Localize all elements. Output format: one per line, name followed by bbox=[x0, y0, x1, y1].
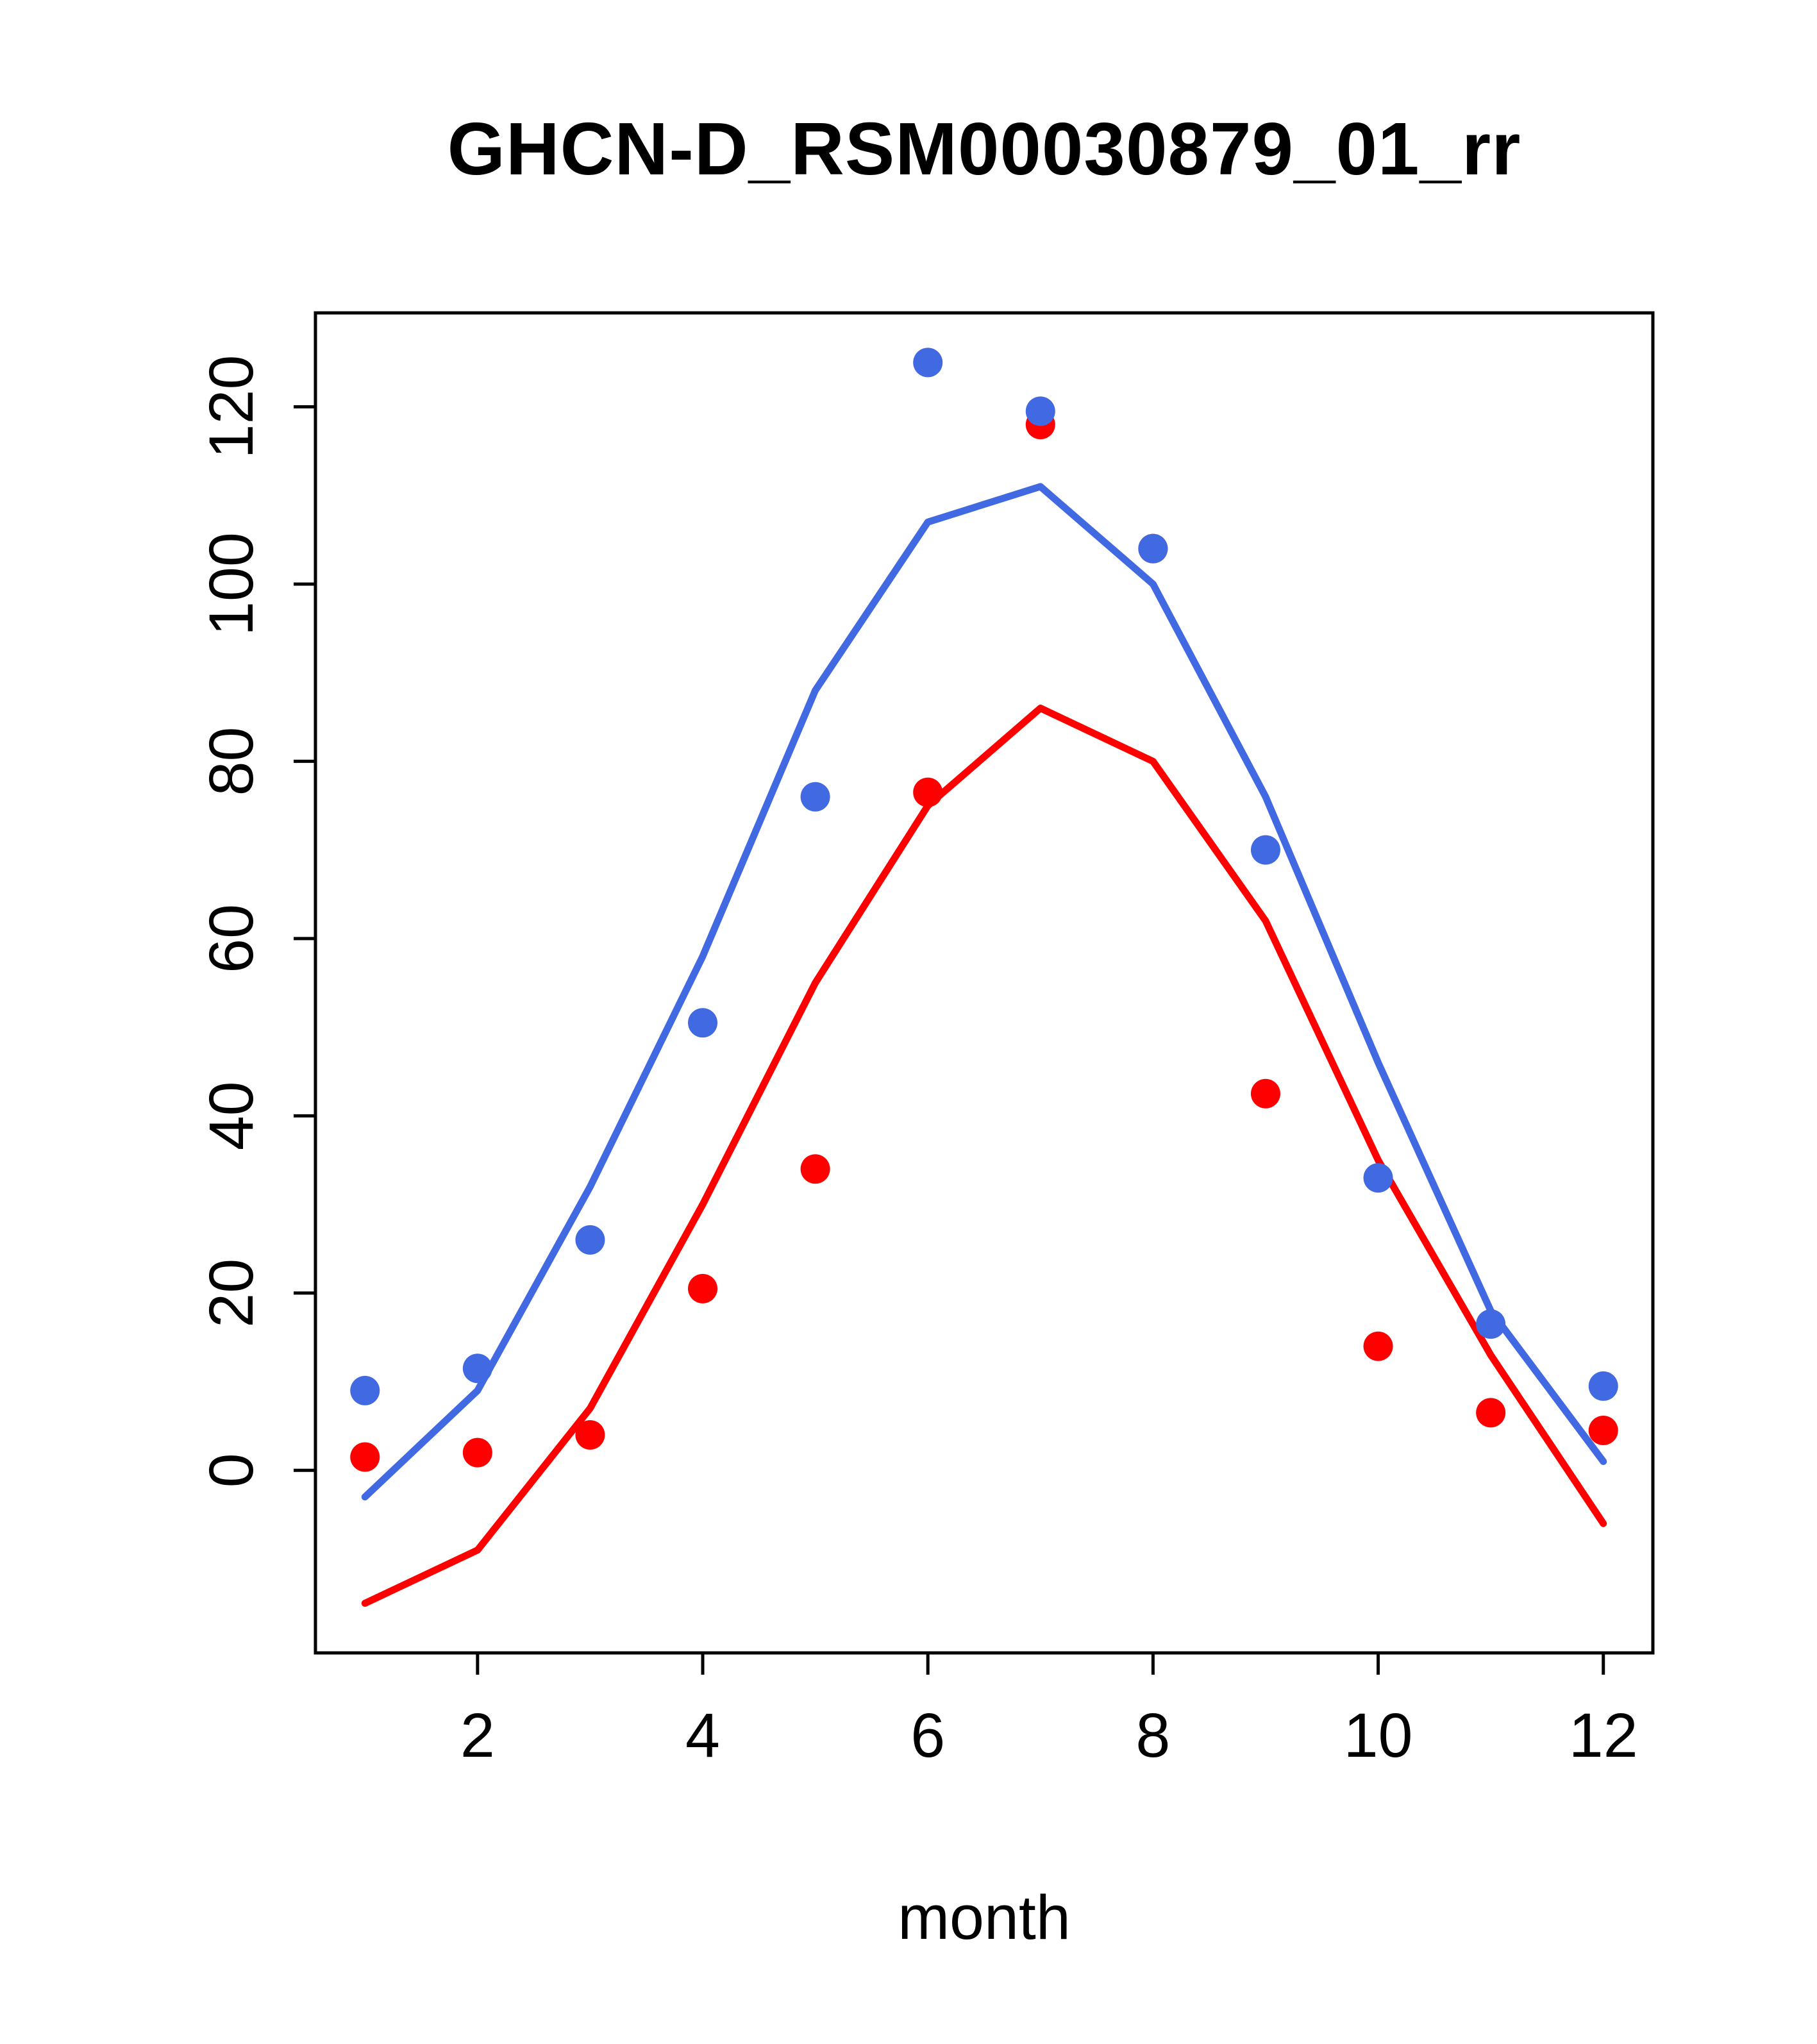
red-points-point bbox=[575, 1420, 605, 1450]
blue-points-point bbox=[913, 348, 943, 378]
blue-points-point bbox=[462, 1353, 492, 1384]
blue-points-point bbox=[688, 1008, 718, 1038]
blue-points-point bbox=[350, 1375, 380, 1405]
red-points-point bbox=[688, 1273, 718, 1303]
x-tick-label: 6 bbox=[910, 1700, 945, 1770]
blue-points-point bbox=[800, 782, 830, 812]
y-tick-label: 40 bbox=[196, 1081, 266, 1150]
y-tick-label: 120 bbox=[196, 355, 266, 459]
blue-points-point bbox=[1363, 1163, 1393, 1193]
x-tick-label: 8 bbox=[1135, 1700, 1170, 1770]
blue-points-point bbox=[1250, 835, 1280, 865]
x-tick-label: 12 bbox=[1569, 1700, 1638, 1770]
x-tick-label: 4 bbox=[685, 1700, 720, 1770]
red-points-point bbox=[462, 1437, 492, 1468]
red-points-point bbox=[1476, 1398, 1506, 1428]
blue-points-point bbox=[575, 1225, 605, 1255]
blue-points-point bbox=[1025, 396, 1055, 426]
red-line bbox=[361, 704, 1607, 1607]
y-tick-label: 80 bbox=[196, 726, 266, 796]
y-tick-label: 0 bbox=[196, 1453, 266, 1487]
blue-points-point bbox=[1588, 1371, 1618, 1401]
y-tick-label: 60 bbox=[196, 904, 266, 973]
red-points-point bbox=[350, 1442, 380, 1472]
red-points-point bbox=[1250, 1078, 1280, 1109]
y-tick-label: 100 bbox=[196, 532, 266, 636]
plot-box bbox=[314, 311, 1655, 1655]
blue-points-point bbox=[1138, 533, 1168, 564]
red-points-point bbox=[913, 777, 943, 807]
x-tick-label: 2 bbox=[460, 1700, 495, 1770]
x-axis-label: month bbox=[898, 1882, 1071, 1952]
red-points-point bbox=[1588, 1416, 1618, 1446]
y-tick-label: 20 bbox=[196, 1259, 266, 1328]
blue-points-point bbox=[1476, 1309, 1506, 1339]
chart-title: GHCN-D_RSM00030879_01_rr bbox=[447, 107, 1521, 190]
blue-line bbox=[361, 483, 1607, 1501]
red-points-point bbox=[1363, 1331, 1393, 1361]
x-tick-label: 10 bbox=[1344, 1700, 1413, 1770]
red-points-point bbox=[800, 1154, 830, 1184]
